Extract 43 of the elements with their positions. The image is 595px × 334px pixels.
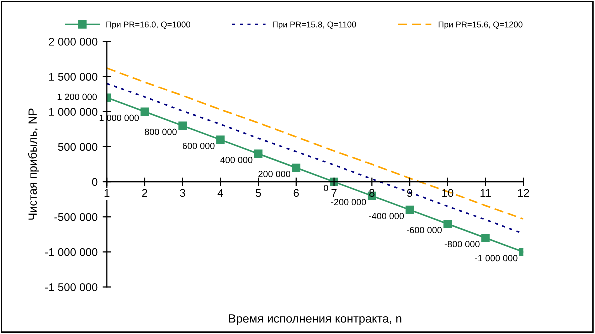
data-label: -800 000 xyxy=(444,241,480,248)
legend-label: При PR=16.0, Q=1000 xyxy=(106,22,190,30)
point xyxy=(406,206,414,214)
x-tick-label: 11 xyxy=(480,189,491,198)
x-axis-title: Время исполнения контракта, n xyxy=(229,314,402,326)
x-tick-label: 4 xyxy=(218,189,224,198)
data-label: 0 xyxy=(324,185,328,192)
point xyxy=(178,122,187,130)
point xyxy=(254,150,263,158)
point xyxy=(482,234,490,242)
legend-label: При PR=15.8, Q=1100 xyxy=(273,22,356,30)
point xyxy=(444,220,452,228)
point xyxy=(140,108,150,116)
y-tick-label: -1 500 000 xyxy=(45,284,98,292)
data-label: 1 200 000 xyxy=(58,94,98,100)
y-tick-label: -1 000 000 xyxy=(45,248,98,256)
data-label: 600 000 xyxy=(182,142,215,150)
data-label: -400 000 xyxy=(369,213,404,220)
y-tick-label: 2 000 000 xyxy=(49,38,98,46)
x-tick-label: 10 xyxy=(442,189,454,198)
x-tick-label: 3 xyxy=(180,189,186,198)
x-tick-label: 12 xyxy=(518,189,530,198)
point xyxy=(292,164,301,172)
data-label: 800 000 xyxy=(145,128,177,136)
data-label: -1 000 000 xyxy=(475,255,518,262)
x-tick-label: 1 xyxy=(104,189,110,198)
y-tick-label: 1 500 000 xyxy=(49,73,98,81)
x-tick-label: 6 xyxy=(294,189,300,198)
y-tick-label: 500 000 xyxy=(58,143,98,152)
x-tick-label: 2 xyxy=(142,189,148,198)
data-label: 400 000 xyxy=(220,156,253,164)
y-tick-label: -500 000 xyxy=(54,213,98,222)
legend-label: При PR=15.6, Q=1200 xyxy=(438,22,523,30)
data-label: -600 000 xyxy=(407,227,442,234)
data-label: 1 000 000 xyxy=(100,114,140,122)
x-tick-label: 7 xyxy=(332,189,337,198)
point xyxy=(216,136,225,144)
y-axis-title: Чистая прибыль, NP xyxy=(28,108,40,220)
data-label: -200 000 xyxy=(331,199,366,206)
y-tick-label: 0 xyxy=(92,178,98,186)
x-tick-label: 5 xyxy=(256,189,262,198)
y-tick-label: 1 000 000 xyxy=(49,108,98,116)
data-label: 200 000 xyxy=(258,171,291,178)
